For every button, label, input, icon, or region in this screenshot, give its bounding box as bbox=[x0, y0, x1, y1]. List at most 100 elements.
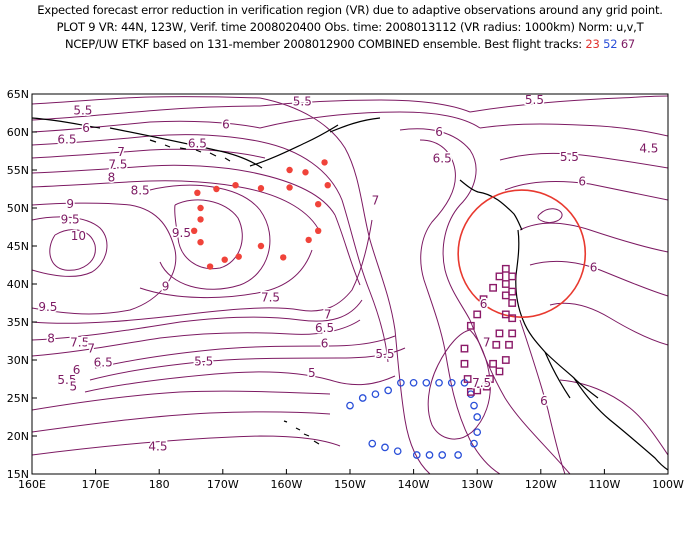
track-67-point bbox=[495, 272, 504, 281]
y-tick-label: 30N bbox=[7, 354, 29, 367]
x-tick-label: 130W bbox=[461, 478, 493, 491]
contour-label: 7.5 bbox=[108, 158, 127, 172]
contour-label: 7 bbox=[483, 336, 491, 350]
contour-line bbox=[32, 120, 261, 133]
track-52-point bbox=[371, 390, 380, 399]
contour-line bbox=[32, 180, 321, 233]
track-23-point bbox=[197, 216, 204, 223]
track-67-point bbox=[486, 375, 494, 383]
track-23-point bbox=[280, 254, 287, 261]
track-67-point bbox=[489, 359, 497, 368]
track-52-point bbox=[422, 378, 431, 387]
contour-label: 6 bbox=[222, 117, 230, 131]
y-tick-label: 65N bbox=[7, 88, 29, 101]
track-67-point bbox=[473, 310, 482, 319]
track-67-point bbox=[501, 264, 510, 273]
contour-line bbox=[32, 148, 266, 159]
track-67-point bbox=[495, 367, 504, 376]
contour-label: 7 bbox=[372, 193, 380, 207]
contour-label: 7.5 bbox=[261, 291, 280, 305]
contour-label: 6 bbox=[321, 336, 329, 350]
alaska-coast bbox=[31, 117, 381, 169]
y-tick-label: 20N bbox=[7, 430, 29, 443]
title-line-3: NCEP/UW ETKF based on 131-member 2008012… bbox=[0, 37, 700, 51]
track-67-point bbox=[501, 356, 510, 364]
track-67-point bbox=[466, 388, 475, 396]
verification-region-circle bbox=[457, 189, 587, 318]
contour-line bbox=[84, 371, 396, 393]
track-23-point bbox=[206, 263, 214, 270]
contour-label: 7 bbox=[117, 145, 125, 159]
track-23-point bbox=[221, 256, 228, 263]
contour-line bbox=[419, 139, 456, 351]
track-23-point bbox=[315, 227, 322, 234]
coastline bbox=[31, 117, 669, 471]
contour-line bbox=[139, 249, 313, 299]
contour-label: 6.5 bbox=[57, 133, 76, 147]
contour-line bbox=[94, 335, 396, 369]
x-axis: 160E 170E 180 170W 160W 150W 140W 130W 120W 110W 1… bbox=[18, 469, 684, 491]
track-67-point bbox=[501, 291, 510, 300]
track-67-point bbox=[466, 321, 475, 330]
contour-line bbox=[499, 152, 668, 169]
track-67-point bbox=[508, 329, 517, 338]
y-tick-label: 35N bbox=[7, 316, 29, 329]
contour-label: 6.5 bbox=[188, 136, 207, 150]
track-23-point bbox=[194, 189, 201, 196]
contour-line bbox=[549, 302, 668, 346]
contour-label: 8 bbox=[108, 171, 116, 185]
y-tick-label: 15N bbox=[7, 468, 29, 481]
contour-label: 10 bbox=[71, 229, 86, 243]
track-23-point bbox=[286, 184, 293, 191]
contour-line bbox=[334, 214, 361, 286]
track-23-legend-label: 23 bbox=[585, 37, 600, 51]
track-23-point bbox=[257, 242, 265, 250]
track-23-point bbox=[232, 182, 239, 189]
track-52-point bbox=[470, 439, 478, 448]
track-52-point bbox=[346, 401, 354, 410]
track-67-point bbox=[482, 382, 491, 391]
track-52-point bbox=[454, 451, 462, 459]
contour-line bbox=[89, 347, 406, 381]
track-52-point bbox=[425, 451, 434, 459]
contour-label: 6 bbox=[480, 297, 488, 311]
contour-label: 6.5 bbox=[94, 355, 113, 369]
y-tick-label: 25N bbox=[7, 392, 29, 405]
contour-line bbox=[519, 319, 566, 474]
contour-line bbox=[32, 216, 108, 277]
track-23-point bbox=[315, 201, 322, 208]
contour-line bbox=[259, 99, 471, 113]
track-23-point bbox=[321, 159, 328, 166]
track-52-point bbox=[393, 447, 402, 456]
track-67-point bbox=[489, 283, 497, 292]
contour-label: 5.5 bbox=[73, 104, 92, 118]
track-67-point bbox=[508, 314, 517, 323]
track-67-point bbox=[508, 272, 517, 281]
hawaii bbox=[283, 420, 320, 445]
contour-line bbox=[399, 128, 477, 321]
track-52-point bbox=[438, 451, 447, 459]
contour-label: 4.5 bbox=[148, 440, 167, 454]
track-23-point bbox=[302, 169, 309, 176]
track-52-point bbox=[397, 378, 405, 387]
contour-line bbox=[32, 390, 331, 411]
x-tick-label: 170W bbox=[207, 478, 239, 491]
x-tick-label: 160W bbox=[270, 478, 302, 491]
contour-line bbox=[427, 329, 491, 440]
track-23-point bbox=[197, 204, 204, 212]
contour-line bbox=[259, 97, 431, 474]
contour-label: 5 bbox=[308, 366, 316, 380]
contour-label: 5.5 bbox=[375, 347, 394, 361]
contour-line bbox=[32, 96, 261, 105]
track-52-point bbox=[473, 428, 482, 437]
contour-line bbox=[149, 184, 271, 290]
us-west-coast bbox=[515, 229, 599, 399]
track-52-point bbox=[368, 439, 377, 448]
contour-line bbox=[32, 299, 363, 341]
contour-line bbox=[444, 349, 501, 474]
track-23-point bbox=[257, 185, 265, 192]
contour-label: 4.5 bbox=[639, 142, 658, 156]
contour-label: 9.5 bbox=[172, 226, 191, 240]
contour-label: 5.5 bbox=[194, 355, 213, 369]
